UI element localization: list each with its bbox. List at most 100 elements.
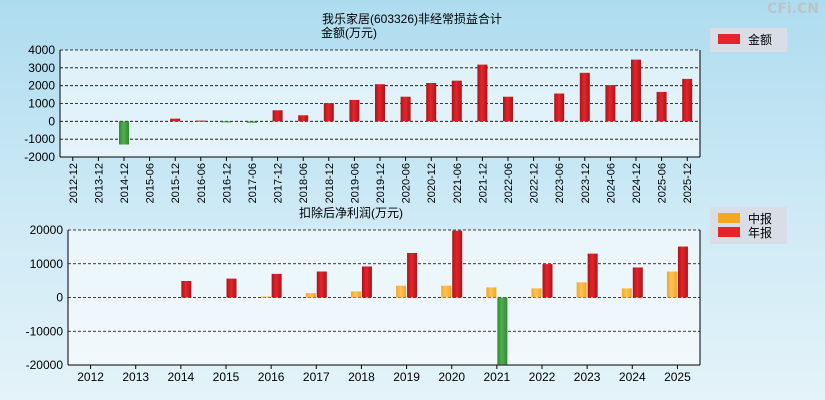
x-tick-label: 2023 [574,370,601,384]
bar-年报 [677,246,688,298]
x-tick-label: 2014 [168,370,195,384]
bar-中报 [260,296,271,298]
x-tick-label: 2025-06 [657,163,669,203]
x-tick-label: 2022 [529,370,556,384]
x-tick-label: 2021-12 [477,163,489,203]
bar-年报 [316,271,327,298]
y-tick-label: 2000 [28,79,55,93]
bar-中报 [576,282,587,298]
x-tick-label: 2023-06 [554,163,566,203]
y-tick-label: -2000 [24,150,55,164]
x-tick-label: 2020-06 [401,163,413,203]
x-tick-label: 2015-06 [145,163,157,203]
bar-金额 [579,72,590,122]
y-tick-label: 0 [48,114,55,128]
bar-金额 [323,103,334,122]
bar-金额 [375,84,385,122]
x-tick-label: 2012 [77,370,104,384]
bar-中报 [350,291,361,298]
bar-年报 [361,266,372,298]
x-tick-label: 2025 [664,370,691,384]
y-tick-label: 4000 [28,43,55,57]
legend-swatch [718,213,740,223]
bar-中报 [666,271,677,298]
bar-中报 [486,287,497,298]
bar-金额 [349,99,360,122]
bar-年报 [452,230,463,298]
bar-中报 [531,288,542,298]
x-tick-label: 2020 [438,370,465,384]
bar-金额 [221,121,232,123]
bar-金额 [247,121,257,123]
x-tick-label: 2019 [393,370,420,384]
legend-swatch [718,34,740,44]
x-tick-label: 2019-12 [375,163,387,203]
y-tick-label: 3000 [28,61,55,75]
x-tick-label: 2013 [122,370,149,384]
x-tick-label: 2022-06 [503,163,515,203]
y-tick-label: -1000 [24,132,55,146]
x-tick-label: 2018-06 [298,163,310,203]
x-tick-label: 2017-06 [247,163,259,203]
x-tick-label: 2012-12 [68,163,80,203]
bar-金额 [605,85,616,122]
bar-金额 [656,91,667,122]
y-tick-label: 0 [56,291,63,305]
bar-金额 [272,110,283,122]
x-tick-label: 2018-12 [324,163,336,203]
x-tick-label: 2025-12 [682,163,694,203]
x-tick-label: 2016-06 [196,163,208,203]
bar-金额 [400,96,411,122]
x-tick-label: 2024 [619,370,646,384]
x-tick-label: 2023-12 [580,163,592,203]
bar-年报 [226,278,237,298]
x-tick-label: 2020-12 [426,163,438,203]
x-tick-label: 2015-12 [170,163,182,203]
watermark: CFi.CN [767,1,819,17]
legend-label: 中报 [748,211,772,226]
x-tick-label: 2016 [258,370,285,384]
x-tick-label: 2013-12 [93,163,105,203]
bar-中报 [305,293,316,298]
bar-金额 [554,93,565,122]
bar-年报 [497,297,508,365]
x-tick-label: 2017-12 [273,163,285,203]
x-tick-label: 2021 [484,370,511,384]
x-tick-label: 2016-12 [221,163,233,203]
y-tick-label: -20000 [26,358,64,372]
x-tick-label: 2024-12 [631,163,643,203]
bar-中报 [396,285,407,298]
y-tick-label: 1000 [28,97,55,111]
x-tick-label: 2022-12 [529,163,541,203]
bar-金额 [119,121,129,145]
bar-中报 [441,285,452,298]
bar-金额 [682,78,693,122]
legend-label: 年报 [748,225,772,240]
y-tick-label: 20000 [30,223,64,237]
x-tick-label: 2024-06 [605,163,617,203]
bar-金额 [451,80,462,122]
x-tick-label: 2015 [213,370,240,384]
y-tick-label: -10000 [26,324,64,338]
x-tick-label: 2021-06 [452,163,464,203]
x-tick-label: 2019-06 [349,163,361,203]
bar-年报 [542,264,553,298]
legend-swatch [718,227,740,237]
bar-年报 [271,273,282,298]
bar-金额 [298,115,309,122]
bar-金额 [426,82,437,122]
x-tick-label: 2014-12 [119,163,131,203]
bar-年报 [407,252,418,298]
bar-金额 [631,59,641,122]
bar-年报 [181,280,192,298]
bar-金额 [170,118,181,122]
bar-中报 [621,288,632,298]
legend-label: 金额 [748,32,772,47]
bar-年报 [632,267,643,298]
x-tick-label: 2018 [348,370,375,384]
chart-title: 扣除后净利润(万元) [299,205,403,220]
chart-subtitle: 金额(万元) [321,25,377,40]
y-tick-label: 10000 [30,257,64,271]
bar-金额 [503,96,513,122]
